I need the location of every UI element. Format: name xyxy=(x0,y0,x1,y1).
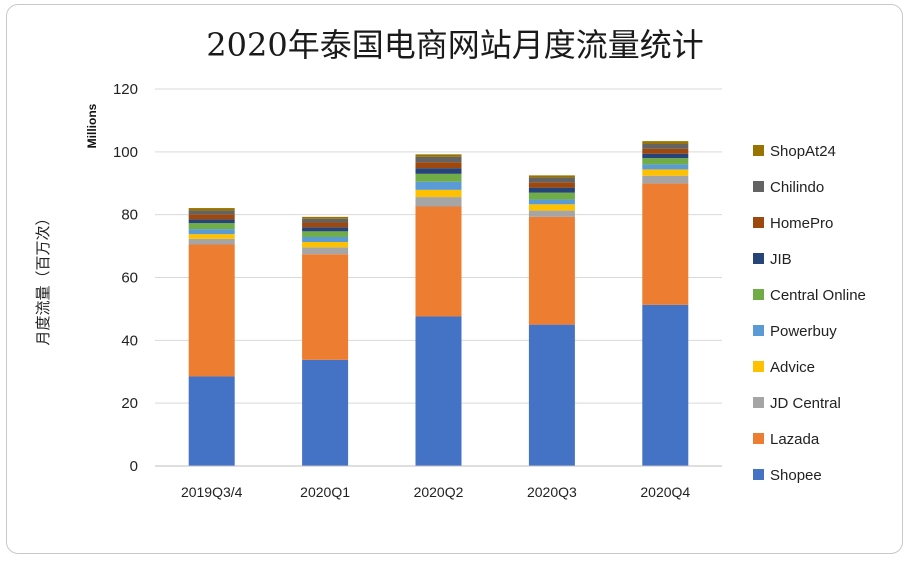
gridlines xyxy=(155,88,722,404)
bar-segment xyxy=(302,227,349,232)
x-tick-label: 2020Q3 xyxy=(527,484,577,500)
bar-segment xyxy=(302,254,349,360)
x-tick-label: 2020Q4 xyxy=(640,484,690,500)
bar-segment xyxy=(302,359,349,466)
y-axis-label: 月度流量（百万次） xyxy=(34,210,52,345)
bar-segment xyxy=(642,143,689,149)
x-tick-label: 2020Q2 xyxy=(414,484,464,500)
legend-label: JIB xyxy=(770,251,792,268)
legend-swatch xyxy=(753,433,764,444)
legend-swatch xyxy=(753,145,764,156)
legend-swatch xyxy=(753,361,764,372)
legend-label: JD Central xyxy=(770,395,841,412)
bar-segment xyxy=(302,218,349,223)
bar-segment xyxy=(188,238,235,245)
bar-segment xyxy=(415,206,462,317)
bar-segment xyxy=(528,216,575,325)
legend-label: Shopee xyxy=(770,467,822,484)
bars xyxy=(188,141,689,466)
y-tick-label: 40 xyxy=(121,332,138,349)
bar-segment xyxy=(642,141,689,144)
bar-segment xyxy=(642,164,689,170)
bar-segment xyxy=(642,148,689,154)
legend-label: ShopAt24 xyxy=(770,143,836,160)
x-axis-ticks: 2019Q3/4 2020Q1 2020Q2 2020Q3 2020Q4 xyxy=(181,484,690,500)
legend-swatch xyxy=(753,397,764,408)
bar-segment xyxy=(415,316,462,466)
legend-label: HomePro xyxy=(770,215,833,232)
bar-segment xyxy=(528,192,575,200)
bar-segment xyxy=(415,197,462,207)
x-tick-label: 2020Q1 xyxy=(300,484,350,500)
legend-label: Chilindo xyxy=(770,179,824,196)
legend-swatch xyxy=(753,325,764,336)
bar-segment xyxy=(188,210,235,215)
y-tick-label: 80 xyxy=(121,207,138,224)
legend-swatch xyxy=(753,253,764,264)
bar-segment xyxy=(188,208,235,211)
legend-swatch xyxy=(753,469,764,480)
bar-segment xyxy=(302,247,349,255)
legend-swatch xyxy=(753,289,764,300)
bar-segment xyxy=(642,158,689,165)
bar-segment xyxy=(188,234,235,239)
y-tick-label: 100 xyxy=(113,144,138,161)
bar-segment xyxy=(188,223,235,230)
y-tick-label: 60 xyxy=(121,270,138,287)
bar-segment xyxy=(188,229,235,235)
legend-label: Central Online xyxy=(770,287,866,304)
legend-label: Lazada xyxy=(770,431,820,448)
chart-title: 2020年泰国电商网站月度流量统计 xyxy=(206,26,703,64)
bar-segment xyxy=(415,162,462,169)
y-tick-label: 120 xyxy=(113,81,138,98)
bar-segment xyxy=(188,219,235,224)
y-tick-label: 0 xyxy=(130,458,138,475)
y-tick-label: 20 xyxy=(121,395,138,412)
bar-segment xyxy=(642,153,689,159)
bar-segment xyxy=(528,175,575,178)
bar-segment xyxy=(642,304,689,466)
bar-segment xyxy=(528,182,575,188)
bar-segment xyxy=(528,187,575,193)
y-axis-ticks: 0 20 40 60 80 100 120 xyxy=(113,81,138,475)
bar-segment xyxy=(642,175,689,184)
bar-segment xyxy=(528,210,575,217)
bar-segment xyxy=(302,241,349,248)
bar-segment xyxy=(188,376,235,466)
bar-segment xyxy=(528,324,575,466)
legend: ShopAt24 Chilindo HomePro JIB Central Online… xyxy=(753,143,866,484)
y-axis-unit: Millions xyxy=(85,103,99,148)
x-tick-label: 2019Q3/4 xyxy=(181,484,243,500)
legend-label: Advice xyxy=(770,359,815,376)
bar-segment xyxy=(302,236,349,242)
legend-label: Powerbuy xyxy=(770,323,837,340)
bar-segment xyxy=(302,222,349,228)
bar-segment xyxy=(188,244,235,377)
bar-segment xyxy=(528,199,575,205)
bar-segment xyxy=(415,173,462,182)
bar-segment xyxy=(302,231,349,237)
bar-segment xyxy=(415,154,462,157)
bar-segment xyxy=(642,183,689,305)
bar-segment xyxy=(415,181,462,190)
bar-segment xyxy=(642,169,689,176)
bar-segment xyxy=(415,189,462,198)
legend-swatch xyxy=(753,217,764,228)
bar-segment xyxy=(415,156,462,163)
bar-segment xyxy=(528,177,575,183)
legend-swatch xyxy=(753,181,764,192)
bar-segment xyxy=(415,168,462,174)
bar-segment xyxy=(528,204,575,211)
bar-segment xyxy=(302,216,349,219)
bar-segment xyxy=(188,214,235,220)
